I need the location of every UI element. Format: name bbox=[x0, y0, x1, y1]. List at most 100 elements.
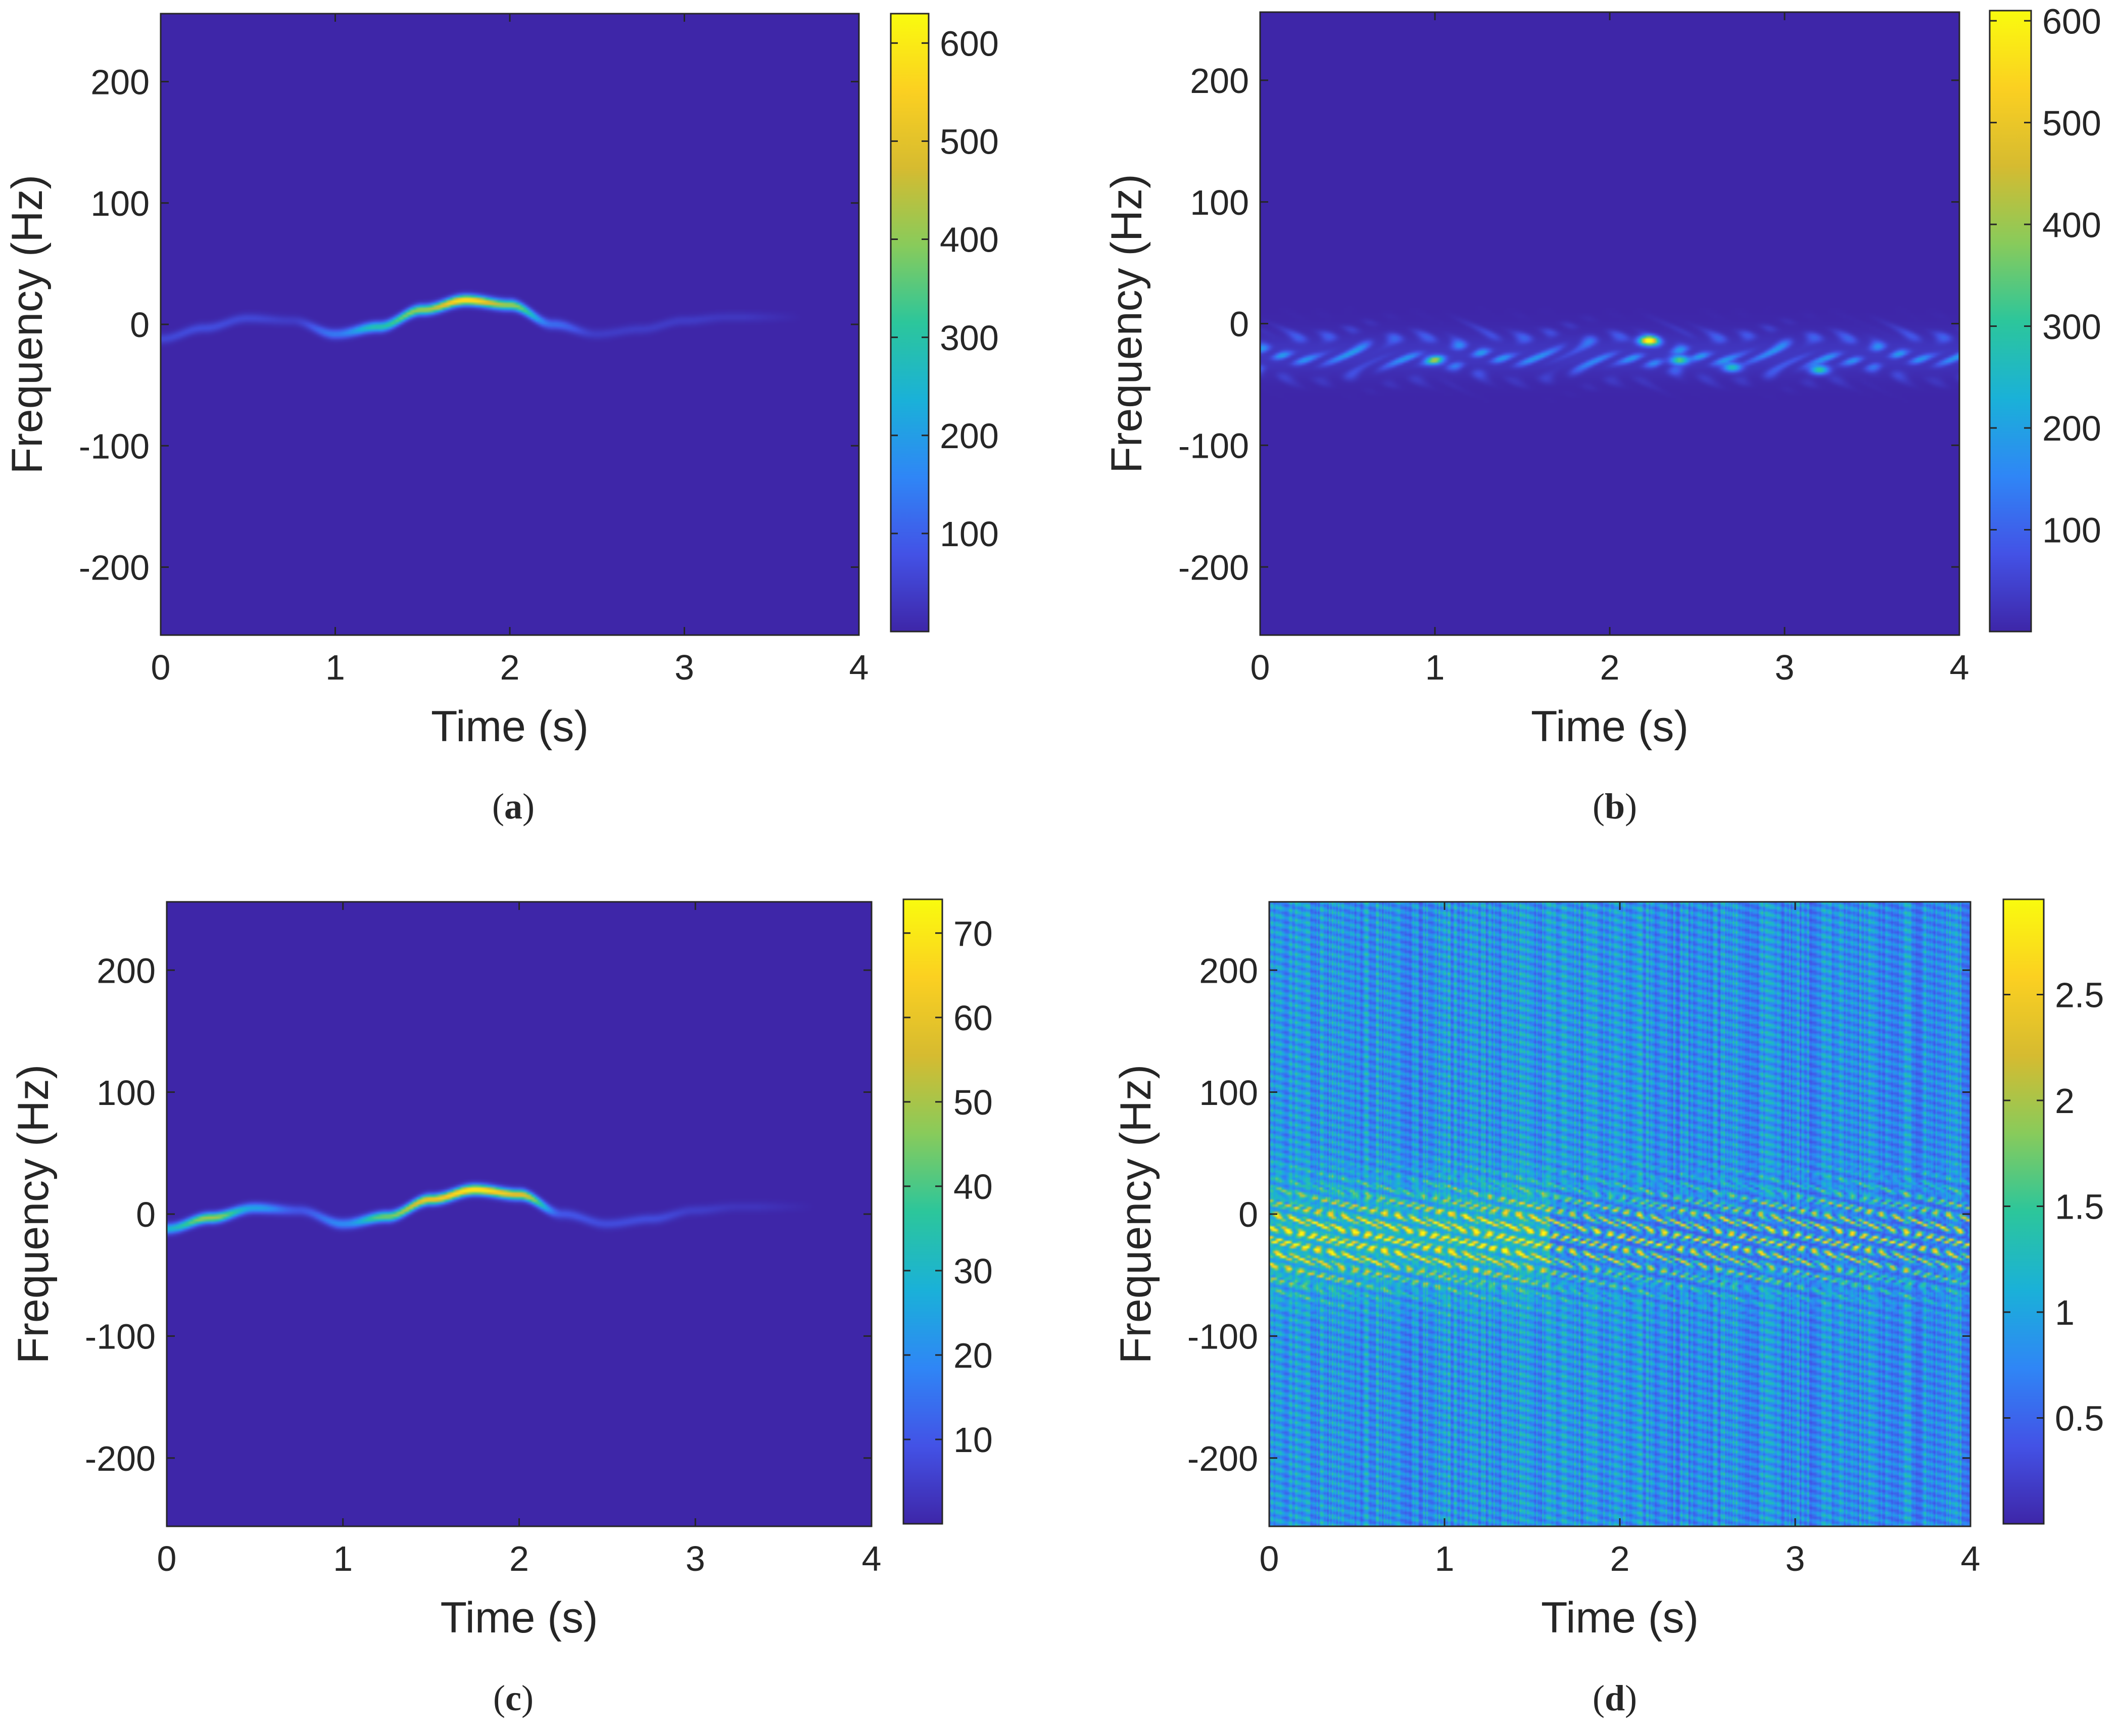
y-tick-label: -100 bbox=[79, 426, 150, 466]
colorbar-tick-label: 10 bbox=[953, 1420, 993, 1460]
y-tick-label: 200 bbox=[1199, 951, 1258, 990]
caption-letter: b bbox=[1605, 786, 1625, 827]
x-tick-label: 2 bbox=[1600, 648, 1620, 687]
y-tick-label: 100 bbox=[90, 184, 150, 223]
colorbar-tick-label: 200 bbox=[940, 416, 999, 456]
colorbar-tick-label: 500 bbox=[940, 122, 999, 162]
colorbar-tick-label: 300 bbox=[2042, 307, 2101, 347]
x-tick-label: 0 bbox=[157, 1539, 177, 1578]
x-tick-label: 3 bbox=[1786, 1539, 1805, 1578]
colorbar-tick-label: 400 bbox=[2042, 205, 2101, 245]
caption-close: ) bbox=[522, 786, 535, 827]
x-tick-label: 1 bbox=[333, 1539, 353, 1578]
colorbar-tick-label: 2 bbox=[2055, 1081, 2075, 1121]
y-tick-label: 100 bbox=[1190, 183, 1249, 222]
colorbar-a bbox=[890, 13, 930, 633]
y-tick-label: 0 bbox=[1238, 1195, 1258, 1234]
caption-open: ( bbox=[492, 786, 504, 827]
x-tick-label: 1 bbox=[325, 648, 345, 687]
x-axis-label: Time (s) bbox=[440, 1594, 598, 1642]
x-tick-label: 4 bbox=[862, 1539, 882, 1578]
y-tick-label: 0 bbox=[130, 305, 150, 345]
panel-c: 0 1 2 3 4 -200 -100 0 100 200 Time (s) Frequency (H… bbox=[9, 898, 993, 1718]
heatmap-image-a bbox=[161, 14, 859, 635]
y-tick-label: 0 bbox=[136, 1195, 156, 1234]
y-axis-label: Frequency (Hz) bbox=[1102, 174, 1151, 473]
y-tick-label: -200 bbox=[79, 548, 150, 588]
colorbar-tick-label: 1.5 bbox=[2055, 1187, 2104, 1227]
colorbar-tick-label: 0.5 bbox=[2055, 1399, 2104, 1438]
colorbar-tick-label: 400 bbox=[940, 220, 999, 260]
colorbar-tick-label: 50 bbox=[953, 1083, 993, 1122]
x-axis-label: Time (s) bbox=[1531, 702, 1689, 751]
x-tick-label: 2 bbox=[509, 1539, 529, 1578]
colorbar-tick-label: 300 bbox=[940, 318, 999, 358]
panel-d: 0 1 2 3 4 -200 -100 0 100 200 Time (s) Frequency (H… bbox=[1112, 898, 2104, 1718]
caption-close: ) bbox=[1625, 1678, 1637, 1718]
y-tick-label: -100 bbox=[85, 1317, 156, 1357]
panel-caption-d: (d) bbox=[1593, 1678, 1637, 1718]
colorbar-b bbox=[1989, 10, 2032, 633]
panel-caption-b: (b) bbox=[1593, 786, 1637, 827]
caption-open: ( bbox=[493, 1678, 505, 1718]
y-tick-label: 100 bbox=[97, 1073, 156, 1113]
y-axis-label: Frequency (Hz) bbox=[1112, 1065, 1160, 1364]
x-tick-label: 2 bbox=[500, 648, 520, 687]
x-tick-label: 1 bbox=[1435, 1539, 1455, 1578]
y-tick-label: -100 bbox=[1187, 1317, 1258, 1357]
x-tick-label: 1 bbox=[1425, 648, 1445, 687]
panel-b: 0 1 2 3 4 -200 -100 0 100 200 Time (s) Frequency (H… bbox=[1102, 2, 2101, 827]
colorbar-tick-label: 30 bbox=[953, 1251, 993, 1291]
x-tick-label: 4 bbox=[849, 648, 869, 687]
y-tick-label: -200 bbox=[1187, 1439, 1258, 1478]
y-tick-label: 100 bbox=[1199, 1073, 1258, 1113]
x-tick-label: 3 bbox=[1775, 648, 1795, 687]
colorbar-tick-label: 100 bbox=[940, 514, 999, 554]
colorbar-tick-label: 60 bbox=[953, 998, 993, 1038]
colorbar-tick-label: 100 bbox=[2042, 511, 2101, 550]
x-tick-label: 4 bbox=[1961, 1539, 1981, 1578]
colorbar-d bbox=[2002, 898, 2045, 1525]
y-tick-label: -100 bbox=[1178, 426, 1249, 466]
y-tick-label: 200 bbox=[90, 63, 150, 102]
heatmap-image-b bbox=[1260, 12, 1959, 635]
colorbar-tick-label: 500 bbox=[2042, 104, 2101, 143]
x-tick-label: 0 bbox=[1260, 1539, 1279, 1578]
caption-letter: c bbox=[505, 1678, 521, 1718]
caption-open: ( bbox=[1593, 786, 1605, 827]
colorbar-tick-label: 2.5 bbox=[2055, 976, 2104, 1015]
panel-caption-c: (c) bbox=[493, 1678, 534, 1718]
x-tick-label: 4 bbox=[1950, 648, 1969, 687]
colorbar-tick-label: 600 bbox=[940, 24, 999, 63]
x-axis-label: Time (s) bbox=[1541, 1594, 1699, 1642]
x-tick-label: 2 bbox=[1610, 1539, 1630, 1578]
colorbar-tick-label: 70 bbox=[953, 914, 993, 953]
heatmap-image-d bbox=[1269, 902, 1970, 1526]
panel-a: 0 1 2 3 4 -200 -100 0 100 200 Time (s) Frequency (H… bbox=[3, 13, 999, 827]
y-tick-label: 200 bbox=[1190, 61, 1249, 101]
y-tick-label: 200 bbox=[97, 951, 156, 990]
x-axis-label: Time (s) bbox=[431, 702, 589, 751]
x-tick-label: 0 bbox=[1251, 648, 1270, 687]
x-tick-label: 3 bbox=[686, 1539, 705, 1578]
colorbar-tick-label: 20 bbox=[953, 1336, 993, 1375]
colorbar-tick-label: 600 bbox=[2042, 2, 2101, 41]
y-axis-label: Frequency (Hz) bbox=[9, 1065, 58, 1364]
colorbar-tick-label: 1 bbox=[2055, 1293, 2075, 1332]
y-tick-label: 0 bbox=[1229, 305, 1249, 344]
panel-caption-a: (a) bbox=[492, 786, 535, 827]
colorbar-tick-label: 40 bbox=[953, 1167, 993, 1207]
colorbar-tick-label: 200 bbox=[2042, 409, 2101, 448]
x-tick-label: 0 bbox=[151, 648, 171, 687]
heatmap-image-c bbox=[167, 902, 872, 1526]
x-tick-label: 3 bbox=[675, 648, 694, 687]
colorbar-c bbox=[902, 898, 943, 1525]
caption-close: ) bbox=[521, 1678, 534, 1718]
caption-letter: a bbox=[504, 786, 522, 827]
y-axis-label: Frequency (Hz) bbox=[3, 175, 52, 474]
caption-close: ) bbox=[1625, 786, 1637, 827]
caption-open: ( bbox=[1593, 1678, 1605, 1718]
y-tick-label: -200 bbox=[85, 1439, 156, 1478]
y-tick-label: -200 bbox=[1178, 548, 1249, 587]
